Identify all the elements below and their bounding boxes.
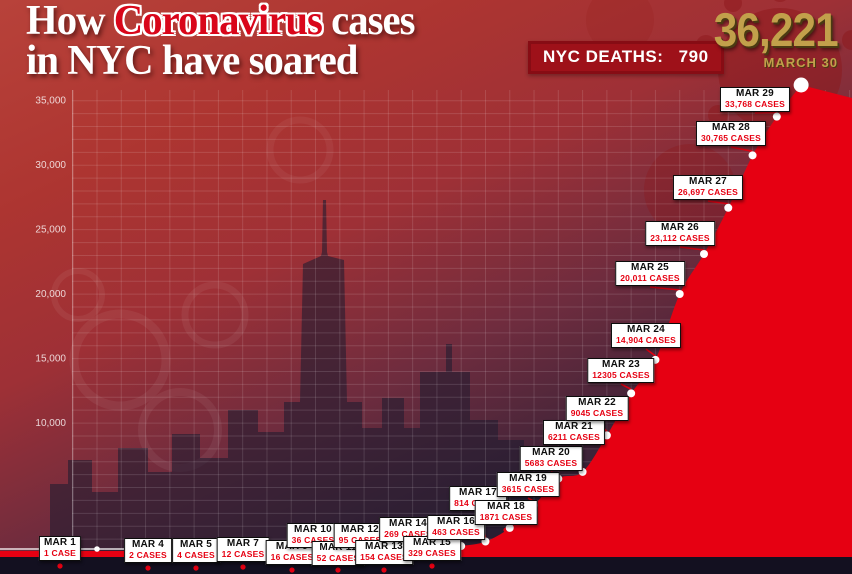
- title-line2: in NYC have soared: [26, 37, 358, 84]
- data-point-dot: [724, 203, 733, 212]
- label-pin-dot: [145, 565, 151, 571]
- peak-value: 36,221: [714, 3, 839, 56]
- y-axis-tick-label: 25,000: [35, 225, 66, 236]
- data-point-dot: [361, 546, 367, 552]
- data-point-dot: [337, 546, 343, 552]
- y-axis-tick-label: 35,000: [35, 96, 66, 107]
- label-pin-dot: [357, 550, 363, 556]
- y-axis-tick-label: 30,000: [35, 160, 66, 171]
- peak-data-point-dot: [793, 77, 809, 93]
- data-point-dot: [530, 501, 539, 510]
- city-skyline-silhouette: [50, 200, 565, 552]
- label-pin-dot: [289, 567, 295, 573]
- page-title: How Coronavirus cases in NYC have soared: [26, 0, 416, 84]
- title-highlight: Coronavirus: [113, 0, 323, 44]
- data-point-dot: [651, 355, 660, 364]
- data-point-dot: [94, 546, 100, 552]
- data-point-dot: [602, 431, 611, 440]
- deaths-value: 790: [678, 47, 709, 66]
- y-axis-labels: 35,000 30,000 25,000 20,000 15,000 10,000: [35, 96, 66, 429]
- title-white-1: How: [26, 0, 106, 44]
- bottom-band: [0, 557, 852, 574]
- data-point-dot: [505, 523, 514, 532]
- data-point-dot: [288, 546, 295, 552]
- data-point-dot: [434, 544, 440, 551]
- data-point-dot: [700, 250, 708, 259]
- data-point-dot: [554, 474, 563, 483]
- label-pin-dot: [240, 564, 246, 570]
- y-axis-tick-label: 10,000: [35, 418, 66, 429]
- y-axis-tick-label: 15,000: [35, 354, 66, 365]
- deaths-label: NYC DEATHS:: [543, 47, 664, 66]
- data-point-dot: [675, 289, 684, 298]
- data-point-dot: [409, 545, 416, 552]
- data-point-dot: [627, 389, 636, 398]
- label-pin-dot: [381, 567, 387, 573]
- label-pin-dot: [193, 565, 199, 571]
- data-point-dot: [191, 546, 197, 552]
- deaths-banner: NYC DEATHS: 790: [528, 41, 724, 74]
- leader-line: [477, 511, 487, 538]
- leader-line: [645, 348, 656, 357]
- x-axis-stripe: [0, 551, 852, 557]
- data-point-dot: [481, 537, 490, 546]
- data-point-dot: [748, 151, 757, 160]
- label-pin-dot: [429, 563, 435, 569]
- leader-line: [679, 246, 705, 251]
- leader-line: [620, 383, 632, 391]
- data-point-dot: [772, 112, 781, 121]
- peak-callout: 36,221 MARCH 30: [700, 3, 839, 70]
- peak-date: MARCH 30: [763, 55, 838, 70]
- y-axis-tick-label: 20,000: [35, 289, 66, 300]
- data-point-dot: [578, 467, 587, 476]
- data-point-dot: [239, 546, 246, 552]
- label-pin-dot: [405, 544, 411, 550]
- leader-line: [707, 200, 729, 205]
- title-white-2: cases: [331, 0, 415, 44]
- data-point-dot: [457, 542, 466, 551]
- data-point-dot: [167, 546, 173, 552]
- label-pin-dot: [335, 567, 341, 573]
- data-point-dot: [312, 546, 319, 552]
- leader-line: [649, 286, 680, 291]
- leader-line: [730, 146, 753, 153]
- area-series: [97, 85, 852, 557]
- label-pin-dot: [57, 563, 63, 569]
- data-point-dot: [385, 546, 392, 552]
